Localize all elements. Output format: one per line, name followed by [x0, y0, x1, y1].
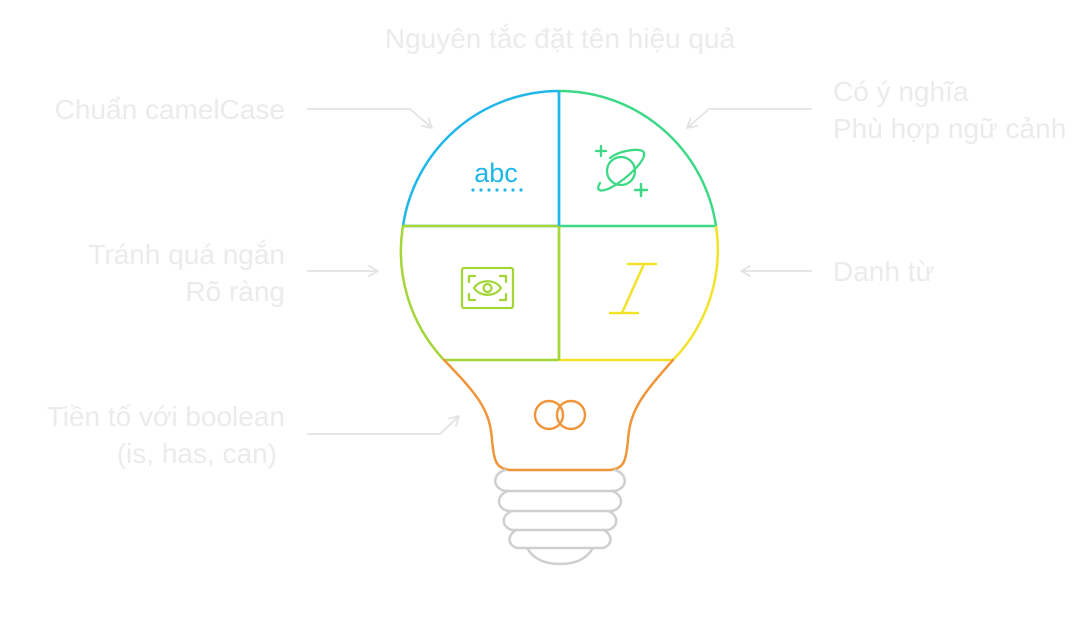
planet-icon: [594, 144, 649, 198]
label-meaning-line2: Phù hợp ngữ cảnh: [833, 113, 1066, 144]
label-boolean-line1: Tiền tố với boolean: [47, 401, 285, 432]
label-camelcase: Chuẩn camelCase: [55, 94, 285, 125]
arrow-camelcase: [307, 108, 433, 129]
bulb-base: [494, 468, 626, 566]
segment-boolean: [442, 358, 675, 472]
label-noun: Danh từ: [833, 256, 934, 287]
italic-i-icon: [608, 262, 658, 315]
diagram-title: Nguyên tắc đặt tên hiệu quả: [385, 23, 736, 54]
arrow-meaning: [686, 108, 812, 129]
label-boolean-line2: (is, has, can): [117, 438, 277, 469]
abc-text-icon: abc: [471, 158, 523, 192]
segment-meaning: [558, 89, 718, 228]
interlocking-rings-icon: [533, 399, 587, 431]
label-short-line1: Tránh quá ngắn: [88, 239, 285, 270]
svg-text:abc: abc: [474, 158, 518, 188]
segment-noun: [559, 225, 720, 362]
segment-camelcase: [401, 89, 561, 228]
label-meaning-line1: Có ý nghĩa: [833, 76, 969, 107]
arrow-boolean: [307, 415, 460, 435]
eye-scan-icon: [460, 266, 515, 310]
label-short-line2: Rõ ràng: [185, 276, 285, 307]
